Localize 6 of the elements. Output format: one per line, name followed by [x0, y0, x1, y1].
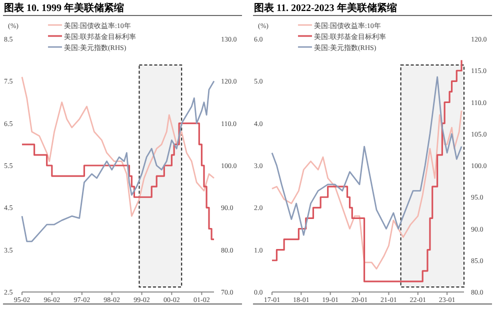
chart-title: 图表 10. 1999 年美联储紧缩 [4, 2, 124, 14]
line-series [21, 80, 215, 242]
chart-title: 图表 11. 2022-2023 年美联储紧缩 [254, 2, 397, 14]
line-series [271, 110, 462, 270]
line-series [271, 76, 462, 236]
line-series [21, 76, 215, 217]
